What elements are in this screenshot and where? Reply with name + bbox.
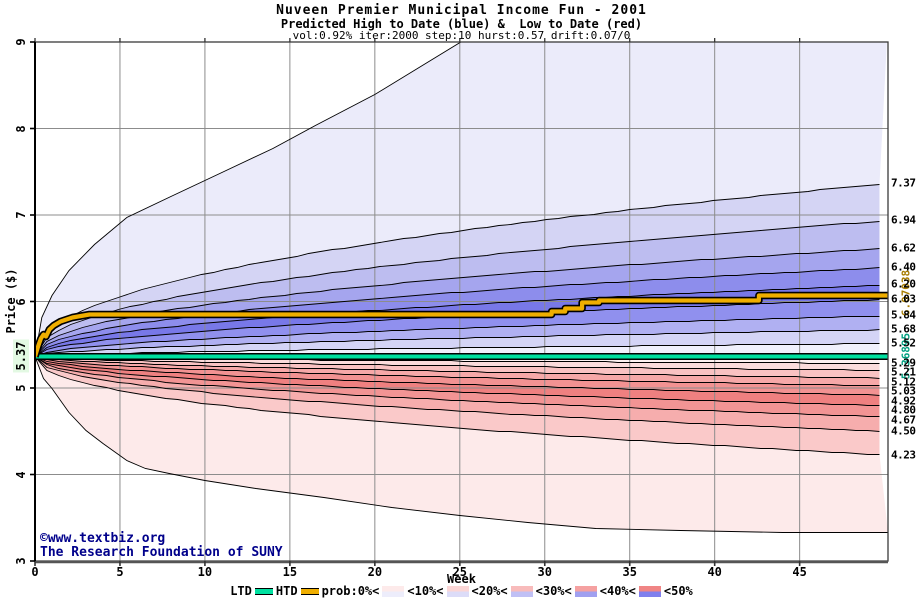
contour-end-label: 5.68 [891, 322, 916, 336]
legend-label: <20%< [471, 584, 508, 598]
low-contour-line [35, 356, 880, 371]
high-contour-line [35, 267, 880, 357]
contour-end-label: 4.23 [891, 448, 916, 462]
low-contour-line [35, 356, 880, 455]
legend-label: LTD [230, 584, 252, 598]
contour-end-label: 5.84 [891, 308, 916, 322]
y-tick-label: 7 [14, 211, 28, 219]
high-probability-band [35, 299, 880, 357]
low-contour-line [35, 356, 880, 417]
start-price-badge: 5.37 [13, 339, 29, 373]
contour-end-label: 5.03 [891, 384, 916, 398]
legend-probability-swatch [510, 585, 533, 597]
y-tick-label: 8 [14, 124, 28, 133]
x-tick-label: 15 [282, 565, 298, 579]
x-tick-label: 45 [792, 565, 807, 579]
high-contour-line [35, 285, 880, 357]
legend-label: <30%< [535, 584, 572, 598]
y-tick-label: 9 [14, 38, 28, 46]
y-tick-label: 4 [14, 470, 28, 479]
low-contour-line [35, 356, 880, 386]
y-tick-label: 5 [14, 384, 28, 392]
legend-label: HTD [275, 584, 298, 598]
contour-end-label: 5.29 [891, 356, 916, 370]
contour-end-label: 5.21 [891, 365, 916, 379]
legend-line-marker [300, 587, 319, 595]
contour-end-label: 6.03 [891, 292, 916, 306]
low-probability-band [35, 356, 880, 379]
x-tick-label: 30 [537, 565, 552, 579]
chart-title: Nuveen Premier Municipal Income Fun - 20… [276, 3, 647, 18]
legend-label: <40%< [599, 584, 636, 598]
contour-end-label: 5.12 [891, 375, 916, 389]
high-probability-band [35, 184, 880, 357]
low-probability-band [35, 356, 880, 417]
legend: LTD HTD prob:0%< <10%< <20%< <30%< <40%< <50% [35, 584, 888, 598]
x-tick-label: 0 [31, 565, 39, 579]
low-envelope-line [35, 356, 888, 533]
contour-end-label: 6.62 [891, 241, 916, 255]
legend-label: <50% [663, 584, 693, 598]
legend-probability-swatch [638, 585, 661, 597]
low-probability-band [35, 356, 880, 432]
legend-probability-swatch [382, 585, 405, 597]
legend-line-marker [254, 587, 273, 595]
low-probability-band [35, 356, 880, 455]
high-contour-line [35, 343, 880, 357]
contour-end-label: 4.92 [891, 394, 916, 408]
high-probability-band [35, 329, 880, 357]
low-contour-line [35, 356, 880, 406]
low-probability-band [35, 356, 888, 533]
chart-subtitle: Predicted High to Date (blue) & Low to D… [280, 17, 643, 31]
y-tick-label: 3 [14, 557, 28, 565]
y-tick-label: 6 [14, 297, 28, 306]
high-contour-line [35, 248, 880, 357]
low-probability-band [35, 356, 880, 406]
high-contour-line [35, 184, 880, 357]
legend-label: prob:0%< [321, 584, 380, 598]
high-probability-band [35, 248, 880, 357]
high-probability-band [35, 267, 880, 357]
x-tick-label: 25 [452, 565, 468, 579]
low-probability-band [35, 356, 880, 396]
low-contour-line [35, 356, 880, 379]
high-envelope-line [35, 42, 462, 357]
legend-probability-swatch [446, 585, 469, 597]
high-probability-band [35, 316, 880, 357]
contour-end-label: 6.20 [891, 277, 916, 291]
high-contour-line [35, 316, 880, 357]
high-probability-band [35, 221, 880, 357]
low-contour-line [35, 356, 880, 432]
credit-org: The Research Foundation of SUNY [40, 545, 283, 560]
htd-line [35, 293, 888, 358]
contour-end-label: 6.94 [891, 213, 916, 227]
x-axis-label: Week [447, 572, 476, 586]
high-contour-line [35, 329, 880, 357]
x-tick-label: 35 [622, 565, 637, 579]
contour-end-label: 4.67 [891, 413, 916, 427]
x-tick-label: 20 [367, 565, 383, 579]
contour-end-label: 5.52 [891, 336, 916, 350]
contour-end-label: 7.37 [891, 176, 916, 190]
credit-link[interactable]: ©www.textbiz.org [40, 531, 166, 546]
x-tick-label: 5 [116, 565, 124, 579]
contour-end-label: 4.50 [891, 424, 916, 438]
contour-end-label: 6.40 [891, 260, 916, 274]
high-contour-line [35, 221, 880, 357]
legend-label: <10%< [407, 584, 444, 598]
low-contour-line [35, 356, 880, 396]
x-tick-label: 40 [707, 565, 722, 579]
high-probability-band [35, 42, 887, 357]
legend-probability-swatch [574, 585, 597, 597]
simulation-params: vol:0.92% iter:2000 step:10 hurst:0.57 d… [292, 29, 631, 42]
low-probability-band [35, 356, 880, 386]
contour-end-label: 4.80 [891, 403, 916, 417]
x-tick-label: 10 [197, 565, 213, 579]
